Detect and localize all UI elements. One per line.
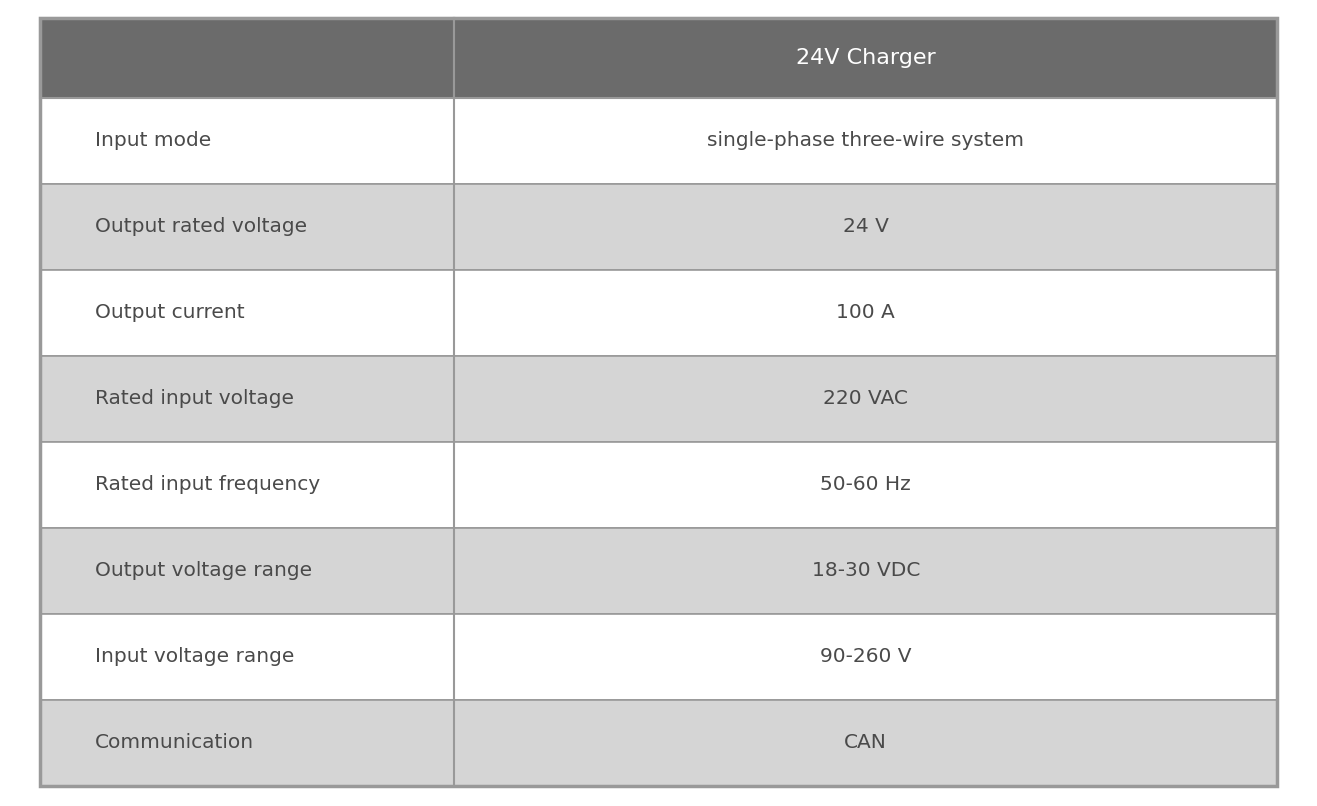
- Text: 50-60 Hz: 50-60 Hz: [820, 476, 911, 495]
- Text: Output current: Output current: [95, 304, 245, 322]
- Bar: [454, 184, 1277, 270]
- Text: Rated input voltage: Rated input voltage: [95, 389, 294, 409]
- Text: Communication: Communication: [95, 733, 254, 753]
- Bar: [454, 270, 1277, 356]
- Text: 24 V: 24 V: [843, 218, 889, 236]
- Bar: [40, 270, 454, 356]
- Bar: [40, 98, 454, 184]
- Text: Rated input frequency: Rated input frequency: [95, 476, 320, 495]
- Bar: [454, 700, 1277, 786]
- Text: 24V Charger: 24V Charger: [795, 48, 935, 68]
- Bar: [40, 442, 454, 528]
- Text: Output voltage range: Output voltage range: [95, 562, 312, 580]
- Bar: [40, 614, 454, 700]
- Text: single-phase three-wire system: single-phase three-wire system: [707, 131, 1025, 151]
- Text: Input voltage range: Input voltage range: [95, 647, 295, 667]
- Text: 100 A: 100 A: [836, 304, 896, 322]
- Bar: [454, 528, 1277, 614]
- Bar: [454, 442, 1277, 528]
- Bar: [454, 356, 1277, 442]
- Text: 220 VAC: 220 VAC: [823, 389, 909, 409]
- Bar: [454, 614, 1277, 700]
- Bar: [40, 184, 454, 270]
- Text: Output rated voltage: Output rated voltage: [95, 218, 307, 236]
- Text: 90-260 V: 90-260 V: [820, 647, 911, 667]
- Bar: [454, 98, 1277, 184]
- Bar: [40, 18, 454, 98]
- Text: CAN: CAN: [844, 733, 888, 753]
- Bar: [454, 18, 1277, 98]
- Bar: [40, 700, 454, 786]
- Bar: [40, 528, 454, 614]
- Text: 18-30 VDC: 18-30 VDC: [811, 562, 919, 580]
- Text: Input mode: Input mode: [95, 131, 211, 151]
- Bar: [40, 356, 454, 442]
